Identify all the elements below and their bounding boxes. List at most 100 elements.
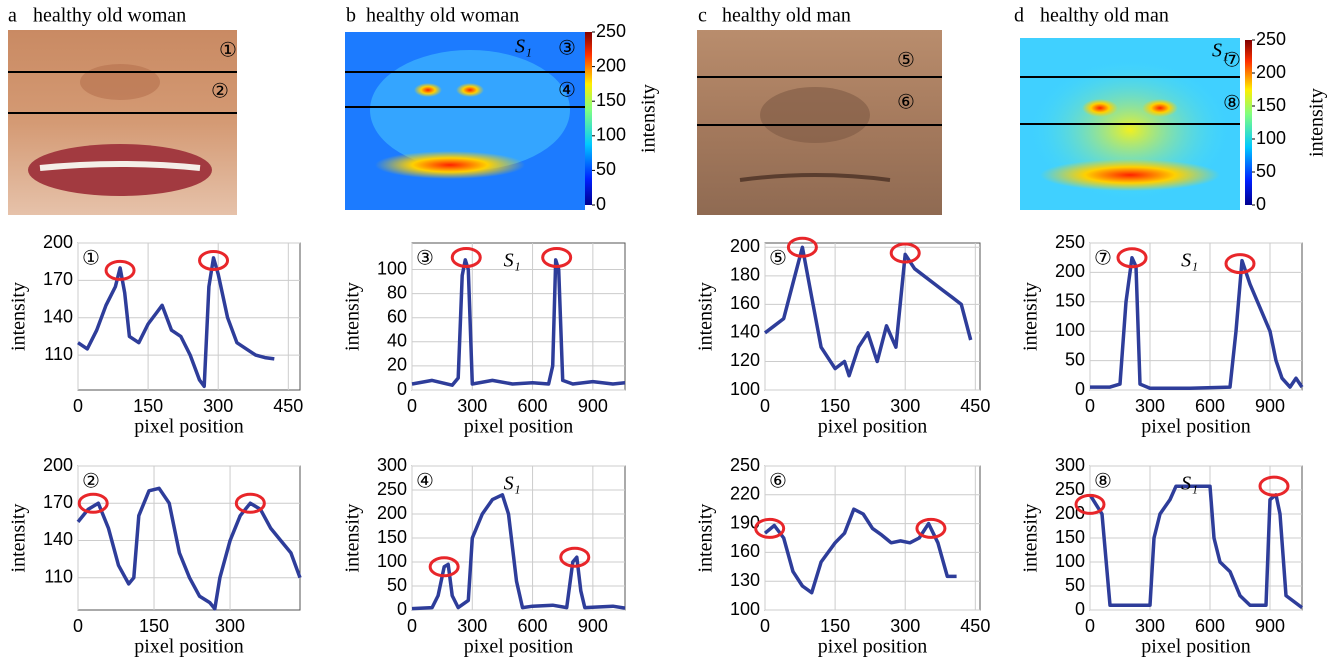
- x-tick-label: 150: [133, 396, 163, 416]
- y-axis-label: intensity: [695, 282, 717, 351]
- x-tick-label: 0: [407, 616, 417, 636]
- region-label: S₁: [504, 250, 521, 272]
- panel-title: healthy old woman: [366, 5, 519, 27]
- data-line: [411, 493, 626, 611]
- x-tick-label: 0: [1085, 616, 1095, 636]
- line-marker: ②: [211, 81, 229, 103]
- x-tick-label: 600: [518, 616, 548, 636]
- peak-highlight: [754, 517, 786, 539]
- line-marker: ⑦: [1094, 248, 1112, 270]
- x-axis-label: pixel position: [464, 416, 573, 438]
- line-marker: ⑤: [769, 248, 787, 270]
- y-tick-label: 20: [387, 355, 407, 375]
- heatmap-d: [1020, 38, 1252, 210]
- x-tick-label: 0: [407, 396, 417, 416]
- line-marker: ②: [82, 471, 100, 493]
- x-tick-label: 0: [1085, 396, 1095, 416]
- colorbar-tick-label: 100: [1256, 128, 1286, 148]
- x-tick-label: 300: [1135, 616, 1165, 636]
- y-tick-label: 180: [730, 265, 760, 285]
- x-tick-label: 150: [820, 616, 850, 636]
- colorbar-tick-label: 0: [596, 194, 606, 214]
- x-axis-label: pixel position: [1141, 636, 1250, 658]
- colorbar-tick-label: 150: [1256, 95, 1286, 115]
- y-tick-label: 110: [44, 566, 73, 586]
- photo-c: [697, 30, 942, 215]
- y-tick-label: 200: [43, 232, 73, 252]
- x-tick-label: 900: [1255, 616, 1285, 636]
- y-tick-label: 220: [730, 484, 760, 504]
- colorbar-tick-label: 50: [596, 159, 616, 179]
- x-axis-label: pixel position: [134, 636, 243, 658]
- peak-highlight: [915, 517, 947, 539]
- peak-highlight: [786, 236, 818, 258]
- y-tick-label: 100: [377, 551, 407, 571]
- x-tick-label: 0: [760, 616, 770, 636]
- x-tick-label: 900: [1255, 396, 1285, 416]
- x-tick-label: 150: [139, 616, 169, 636]
- data-line: [763, 507, 957, 595]
- data-line: [77, 256, 275, 389]
- colorbar-tick-label: 50: [1256, 161, 1276, 181]
- y-tick-label: 140: [730, 322, 760, 342]
- y-tick-label: 50: [1065, 575, 1085, 595]
- x-tick-label: 300: [457, 396, 487, 416]
- x-tick-label: 150: [820, 396, 850, 416]
- y-tick-label: 250: [1055, 479, 1085, 499]
- panel-title: healthy old man: [722, 5, 851, 27]
- colorbar-tick-label: 150: [596, 90, 626, 110]
- line-marker: ①: [82, 248, 100, 270]
- plot-frame: [764, 465, 981, 611]
- y-tick-label: 80: [387, 282, 407, 302]
- peak-highlight: [1074, 493, 1106, 515]
- line-marker: ⑧: [1094, 471, 1112, 493]
- y-tick-label: 160: [730, 541, 760, 561]
- region-label: S₁: [1212, 40, 1229, 62]
- x-axis-label: pixel position: [1141, 416, 1250, 438]
- panel-label: b: [346, 5, 356, 27]
- peak-highlight: [1258, 475, 1290, 497]
- region-label: S₁: [1181, 250, 1198, 272]
- y-axis-label: intensity: [1020, 282, 1042, 351]
- y-tick-label: 100: [730, 379, 760, 399]
- x-axis-label: pixel position: [818, 636, 927, 658]
- y-tick-label: 170: [43, 492, 73, 512]
- panel-label: d: [1014, 5, 1024, 27]
- y-axis-label: intensity: [342, 504, 364, 573]
- y-tick-label: 150: [1055, 527, 1085, 547]
- y-tick-label: 200: [377, 503, 407, 523]
- peak-highlight: [77, 492, 109, 514]
- x-tick-label: 0: [73, 616, 83, 636]
- x-axis-label: pixel position: [464, 636, 573, 658]
- y-axis-label: intensity: [342, 282, 364, 351]
- y-tick-label: 40: [387, 331, 407, 351]
- x-tick-label: 450: [273, 396, 303, 416]
- peak-highlight: [234, 492, 266, 514]
- x-tick-label: 600: [518, 396, 548, 416]
- line-marker: ③: [558, 38, 576, 60]
- y-tick-label: 0: [1075, 599, 1085, 619]
- colorbar-tick-label: 250: [596, 21, 626, 41]
- panel-title: healthy old man: [1040, 5, 1169, 27]
- peak-highlight: [198, 249, 230, 271]
- x-tick-label: 300: [457, 616, 487, 636]
- line-marker: ④: [558, 80, 576, 102]
- panel-label: a: [8, 5, 17, 27]
- y-tick-label: 60: [387, 306, 407, 326]
- line-marker: ⑤: [897, 50, 915, 72]
- plot-frame: [764, 242, 981, 391]
- y-tick-label: 200: [1055, 261, 1085, 281]
- peak-highlight: [1224, 253, 1256, 275]
- line-marker: ①: [219, 40, 237, 62]
- y-tick-label: 50: [1065, 349, 1085, 369]
- y-tick-label: 200: [43, 455, 73, 475]
- x-tick-label: 600: [1195, 396, 1225, 416]
- peak-highlight: [889, 242, 921, 264]
- x-tick-label: 300: [890, 616, 920, 636]
- peak-highlight: [450, 246, 482, 268]
- x-axis-label: pixel position: [818, 416, 927, 438]
- x-tick-label: 900: [578, 616, 608, 636]
- data-line: [411, 258, 626, 387]
- region-label: S₁: [504, 473, 521, 495]
